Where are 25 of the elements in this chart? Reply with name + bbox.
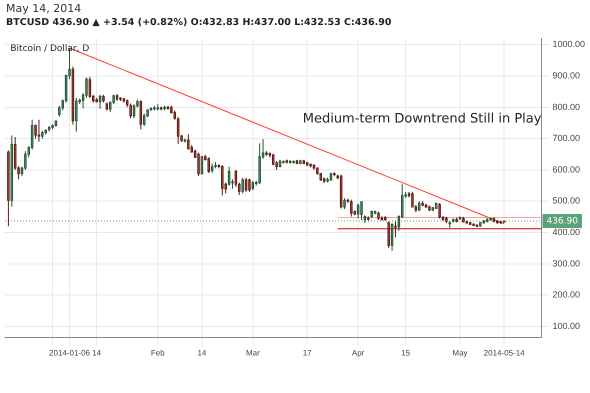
x-tick-label: Apr bbox=[352, 348, 365, 358]
x-tick-label: 15 bbox=[401, 348, 411, 358]
x-tick-label: Feb bbox=[150, 348, 166, 358]
x-tick-label: 14 bbox=[92, 348, 102, 358]
y-tick-label: 700.00 bbox=[552, 133, 580, 144]
x-tick-label: May bbox=[452, 348, 468, 358]
y-tick-label: 200.00 bbox=[552, 290, 580, 300]
x-tick-label: Mar bbox=[246, 348, 260, 358]
annotation: Bitcoin / Dollar, D bbox=[10, 44, 90, 54]
chart-title: May 14, 2014 bbox=[6, 1, 82, 15]
y-tick-label: 500.00 bbox=[552, 196, 580, 206]
x-tick-label: 2014-05-14 bbox=[484, 348, 526, 358]
y-tick-label: 800.00 bbox=[552, 102, 580, 112]
y-tick-label: 1000.00 bbox=[552, 39, 586, 50]
ref-line-label: 436.90 bbox=[546, 216, 578, 226]
chart-subtitle: BTCUSD 436.90 ▲ +3.54 (+0.82%) O:432.83 H:437.00 L:432.53 C:436.90 bbox=[6, 16, 392, 28]
y-tick-label: 100.00 bbox=[552, 320, 580, 331]
x-tick-label: 17 bbox=[302, 348, 312, 358]
y-tick-label: 600.00 bbox=[552, 164, 580, 174]
annotation: Medium-term Downtrend Still in Play bbox=[302, 112, 542, 127]
x-tick-label: 2014-01-06 bbox=[49, 348, 91, 358]
y-tick-label: 400.00 bbox=[552, 227, 580, 237]
y-tick-label: 300.00 bbox=[552, 258, 580, 268]
y-tick-label: 900.00 bbox=[552, 70, 580, 80]
x-tick-label: 14 bbox=[197, 348, 207, 358]
